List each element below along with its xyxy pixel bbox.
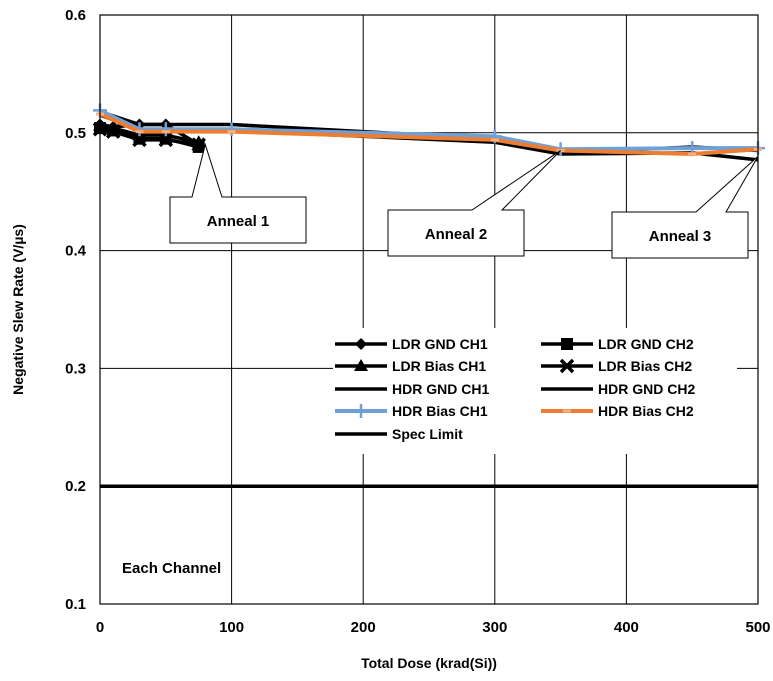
series-line-hdr-bias-ch2 <box>99 112 759 157</box>
y-axis-title: Negative Slew Rate (V/µs) <box>10 224 26 395</box>
legend-swatch-marker <box>559 358 575 374</box>
data-point-ldr-bias-ch2 <box>132 132 147 148</box>
tick-labels: 0 100 200 300 400 500 0.1 0.2 0.3 0.4 0.5 0.6 <box>65 7 770 636</box>
plot-frame <box>99 14 759 605</box>
legend-entry-ldr-gnd-ch2: LDR GND CH2 <box>541 336 694 352</box>
legend-swatch-marker <box>355 338 367 350</box>
legend-label: HDR Bias CH1 <box>392 403 488 419</box>
data-point-hdr-bias-ch1 <box>224 122 239 137</box>
callout-box <box>169 142 307 244</box>
data-point-ldr-bias-ch2 <box>158 132 174 148</box>
data-point-hdr-bias-ch2 <box>135 130 144 134</box>
y-tick-label: 0.5 <box>65 125 86 142</box>
y-tick-label: 0.4 <box>65 243 87 260</box>
legend-label: HDR GND CH2 <box>598 381 695 397</box>
data-point-hdr-bias-ch1 <box>158 122 173 137</box>
legend-entry-ldr-bias-ch2: LDR Bias CH2 <box>541 358 692 374</box>
legend-entry-ldr-bias-ch1: LDR Bias CH1 <box>335 358 486 374</box>
x-tick-label: 400 <box>614 619 639 636</box>
legend: LDR GND CH1 LDR GND CH2 LDR Bias CH1 LDR Bi… <box>333 328 737 454</box>
y-tick-label: 0.6 <box>65 7 86 24</box>
legend-label: LDR Bias CH1 <box>392 358 486 374</box>
annotation-anneal-3: Anneal 3 <box>611 155 759 259</box>
data-point-ldr-bias-ch2 <box>105 124 121 139</box>
y-tick-label: 0.2 <box>65 478 86 495</box>
series-hdr-bias-ch1 <box>93 103 765 157</box>
legend-entry-hdr-bias-ch1: HDR Bias CH1 <box>335 403 488 419</box>
callouts: Anneal 1 Anneal 2 Anneal 3 <box>169 142 759 259</box>
x-axis-title: Total Dose (krad(Si)) <box>361 655 497 671</box>
data-point-hdr-bias-ch2 <box>161 130 170 134</box>
y-tick-label: 0.3 <box>65 360 86 377</box>
legend-entry-hdr-bias-ch2: HDR Bias CH2 <box>541 403 694 419</box>
legend-entry-spec-limit: Spec Limit <box>335 426 463 442</box>
data-point-ldr-bias-ch2 <box>191 137 206 152</box>
data-point-hdr-bias-ch2 <box>688 152 697 156</box>
legend-entry-hdr-gnd-ch1: HDR GND CH1 <box>335 381 489 397</box>
each-channel-note: Each Channel <box>122 560 221 577</box>
legend-swatch-marker <box>354 359 368 371</box>
legend-label: LDR GND CH2 <box>598 336 694 352</box>
callout-label: Anneal 3 <box>649 228 712 245</box>
series-layer <box>92 103 765 162</box>
x-tick-label: 0 <box>96 619 104 636</box>
x-tick-label: 100 <box>219 619 244 636</box>
data-point-hdr-bias-ch2 <box>227 130 236 134</box>
callout-box <box>387 150 561 257</box>
legend-entry-ldr-gnd-ch1: LDR GND CH1 <box>335 336 488 352</box>
callout-box <box>611 155 759 259</box>
grid <box>99 14 759 605</box>
legend-label: HDR GND CH1 <box>392 381 489 397</box>
legend-swatch-marker <box>561 338 573 350</box>
x-tick-label: 200 <box>351 619 376 636</box>
callout-label: Anneal 2 <box>425 226 488 243</box>
legend-label: Spec Limit <box>392 426 463 442</box>
legend-swatch-marker <box>354 404 368 418</box>
y-tick-label: 0.1 <box>65 596 86 613</box>
x-tick-label: 500 <box>745 619 770 636</box>
legend-background <box>333 328 737 454</box>
annotation-anneal-1: Anneal 1 <box>169 142 307 244</box>
data-point-hdr-bias-ch2 <box>490 138 499 142</box>
legend-swatch-marker <box>563 409 571 413</box>
legend-label: LDR Bias CH2 <box>598 358 692 374</box>
x-tick-label: 300 <box>482 619 507 636</box>
legend-entry-hdr-gnd-ch2: HDR GND CH2 <box>541 381 695 397</box>
annotation-anneal-2: Anneal 2 <box>387 150 561 257</box>
callout-label: Anneal 1 <box>207 213 270 230</box>
legend-label: HDR Bias CH2 <box>598 403 694 419</box>
series-ldr-bias-ch2 <box>92 122 206 152</box>
legend-label: LDR GND CH1 <box>392 336 488 352</box>
